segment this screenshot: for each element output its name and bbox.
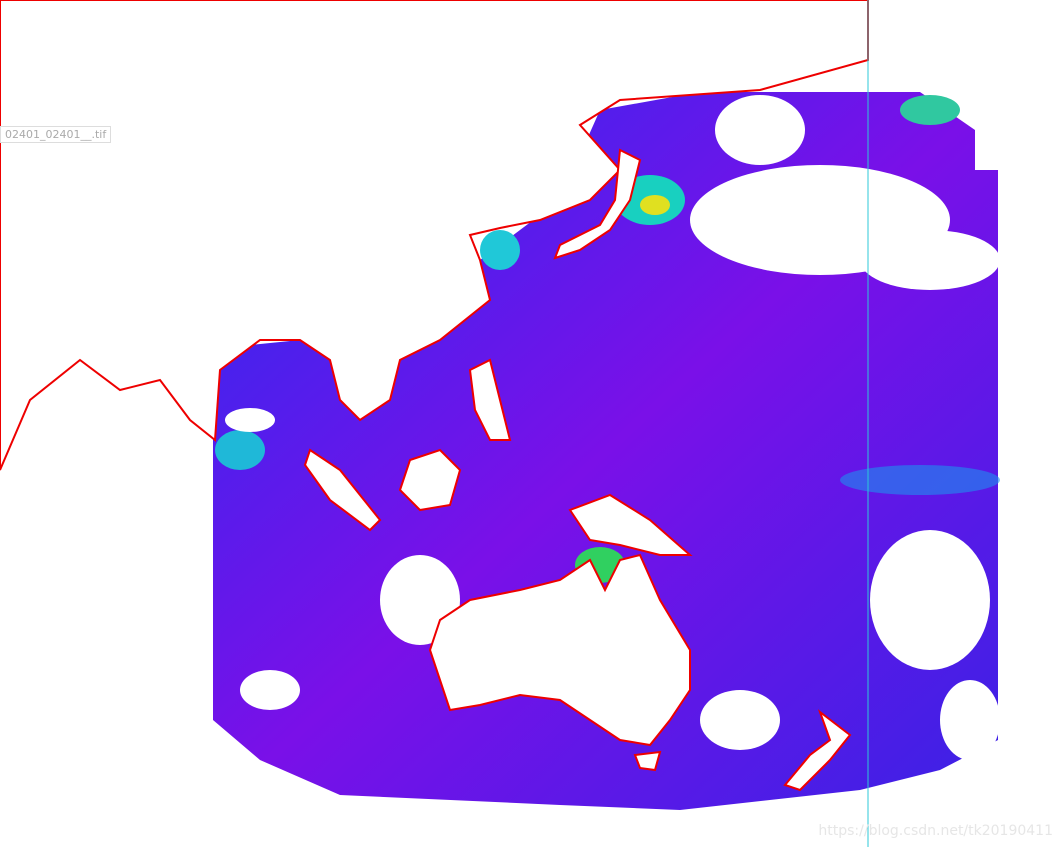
coastal-highlights xyxy=(215,95,1000,583)
borneo xyxy=(398,448,462,512)
new-guinea xyxy=(568,493,693,556)
layer-label: 02401_02401__.tif xyxy=(0,126,112,143)
philippines xyxy=(468,358,512,441)
asia xyxy=(0,0,869,471)
sumatra xyxy=(303,448,382,532)
new-zealand xyxy=(783,709,852,792)
coastlines xyxy=(0,0,869,792)
japan xyxy=(553,148,642,260)
watermark: https://blog.csdn.net/tk20190411 xyxy=(818,823,1053,839)
australia xyxy=(428,553,691,747)
clouds xyxy=(225,95,1000,760)
tasmania xyxy=(633,750,662,772)
